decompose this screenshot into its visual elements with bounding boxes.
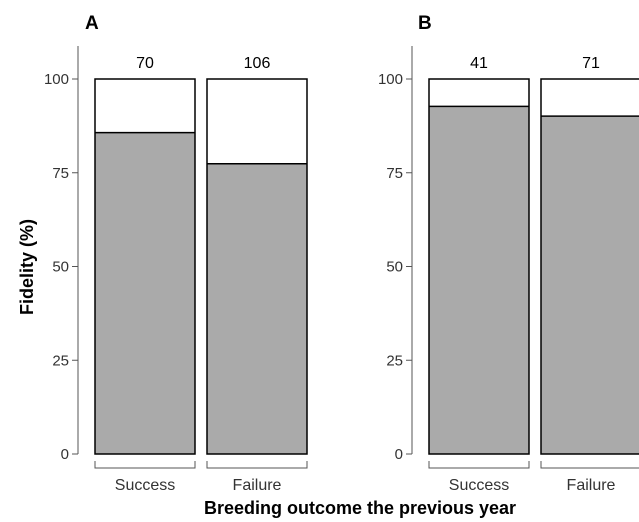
panel-b-sample-size-label: 41 [470,55,488,72]
panel-b-y-tick-label: 25 [386,352,403,369]
panel-a-bar-fidelity-success [95,132,195,454]
x-axis-title: Breeding outcome the previous year [204,498,516,518]
panel-b-letter: B [418,13,432,34]
panel-a-sample-size-label: 70 [136,55,154,72]
panel-a-category-bracket [94,461,196,469]
panel-a-category-label: Success [115,477,175,494]
panel-b-bar-fidelity-failure [541,116,639,454]
panel-b-y-tick-label: 100 [378,71,403,88]
panel-a-letter: A [85,13,99,34]
panel-b-category-label: Success [449,477,509,494]
panel-a-bar-outline [206,78,308,455]
panel-a-y-tick-label: 0 [61,446,69,463]
panel-a: A 0 25 50 75 100 70 Success 106 Failure [44,13,308,494]
panel-a-y-tick-label: 50 [52,259,69,276]
panel-a-category-bracket [206,461,308,469]
panel-b-bar-fidelity-success [429,106,529,454]
panel-b-sample-size-label: 71 [582,55,600,72]
panel-b-category-bracket [540,461,639,469]
panel-a-category-label: Failure [233,477,282,494]
panel-b-y-tick-label: 50 [386,259,403,276]
panel-a-y-tick-label: 75 [52,165,69,182]
panel-b-y-tick-label: 75 [386,165,403,182]
panel-b-bar-outline [428,78,530,455]
panel-b-bar-outline [540,78,639,455]
panel-b-y-tick-label: 0 [395,446,403,463]
panel-a-bar-outline [94,78,196,455]
panel-a-bar-fidelity-failure [207,163,307,454]
y-axis-title: Fidelity (%) [17,219,37,315]
panel-a-y-tick-label: 100 [44,71,69,88]
panel-b: B 0 25 50 75 100 41 Success 71 Failure [378,13,639,494]
panel-a-y-tick-label: 25 [52,352,69,369]
panel-a-sample-size-label: 106 [244,55,271,72]
panel-b-category-label: Failure [567,477,616,494]
panel-b-category-bracket [428,461,530,469]
